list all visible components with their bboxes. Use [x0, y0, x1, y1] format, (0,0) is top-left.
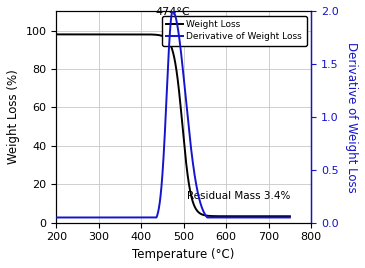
Derivative of Weight Loss: [170, 10, 175, 13]
Weight Loss: [154, 33, 158, 36]
Weight Loss: [144, 33, 148, 36]
Derivative of Weight Loss: [283, 216, 288, 219]
Legend: Weight Loss, Derivative of Weight Loss: Weight Loss, Derivative of Weight Loss: [162, 16, 307, 46]
Y-axis label: Weight Loss (%): Weight Loss (%): [7, 70, 20, 165]
Weight Loss: [54, 33, 58, 36]
Derivative of Weight Loss: [258, 216, 262, 219]
Text: 474°C: 474°C: [155, 7, 190, 17]
Weight Loss: [288, 215, 292, 218]
Derivative of Weight Loss: [95, 216, 99, 219]
X-axis label: Temperature (°C): Temperature (°C): [132, 248, 235, 261]
Weight Loss: [258, 215, 262, 218]
Weight Loss: [95, 33, 99, 36]
Derivative of Weight Loss: [154, 216, 158, 219]
Derivative of Weight Loss: [144, 216, 148, 219]
Derivative of Weight Loss: [288, 216, 292, 219]
Line: Derivative of Weight Loss: Derivative of Weight Loss: [56, 11, 290, 218]
Line: Weight Loss: Weight Loss: [56, 34, 290, 216]
Weight Loss: [81, 33, 85, 36]
Y-axis label: Derivative of Weight Loss: Derivative of Weight Loss: [345, 42, 358, 192]
Derivative of Weight Loss: [81, 216, 85, 219]
Derivative of Weight Loss: [54, 216, 58, 219]
Text: Residual Mass 3.4%: Residual Mass 3.4%: [187, 191, 291, 201]
Weight Loss: [283, 215, 288, 218]
